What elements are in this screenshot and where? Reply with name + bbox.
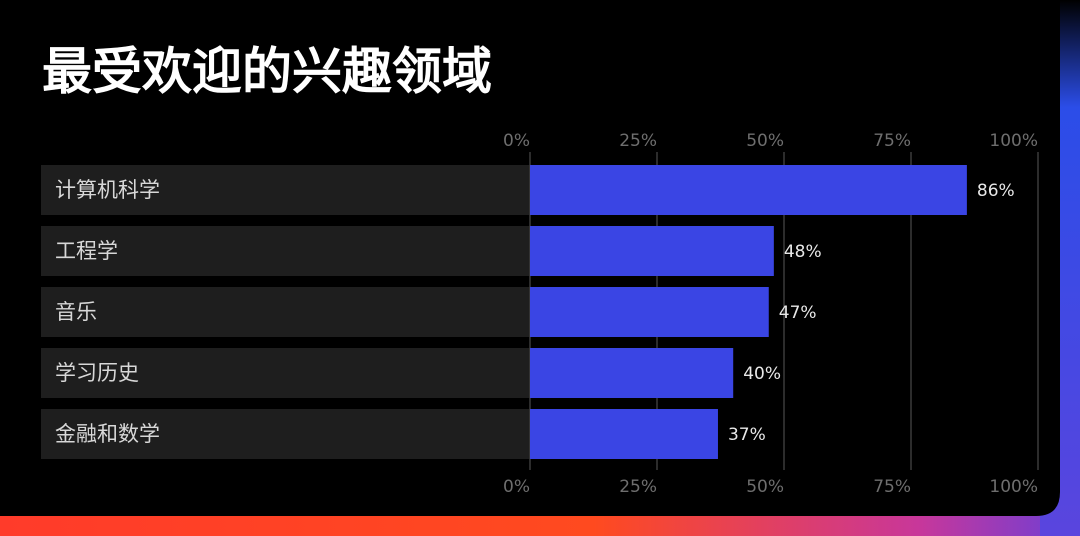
x-tick-label: 25% [619,131,657,151]
value-label: 86% [977,181,1015,201]
value-label: 48% [784,242,822,262]
x-tick-label: 100% [989,131,1038,151]
bar [530,226,774,276]
category-label: 计算机科学 [55,178,160,202]
chart-title: 最受欢迎的兴趣领域 [42,43,492,101]
plot: 0% 0% 25% 25% 50% 50% 75% 75% 100% 100% 计算机科学 86% 工程… [41,131,1039,497]
category-label: 金融和数学 [55,422,160,446]
x-tick-label: 0% [503,477,530,497]
x-tick-label: 25% [619,477,657,497]
x-tick-label: 75% [873,477,911,497]
value-label: 37% [728,425,766,445]
x-tick-label: 50% [746,477,784,497]
category-band [41,165,530,215]
x-tick-label: 50% [746,131,784,151]
category-label: 工程学 [55,239,118,263]
category-band [41,226,530,276]
bar [530,165,967,215]
x-tick-label: 100% [989,477,1038,497]
category-band [41,409,530,459]
bar [530,409,718,459]
category-band [41,287,530,337]
category-band [41,348,530,398]
bar [530,287,769,337]
x-tick-label: 0% [503,131,530,151]
x-tick-label: 75% [873,131,911,151]
value-label: 47% [779,303,817,323]
bar [530,348,734,398]
value-label: 40% [743,364,781,384]
category-label: 学习历史 [55,361,139,385]
category-label: 音乐 [55,300,97,324]
